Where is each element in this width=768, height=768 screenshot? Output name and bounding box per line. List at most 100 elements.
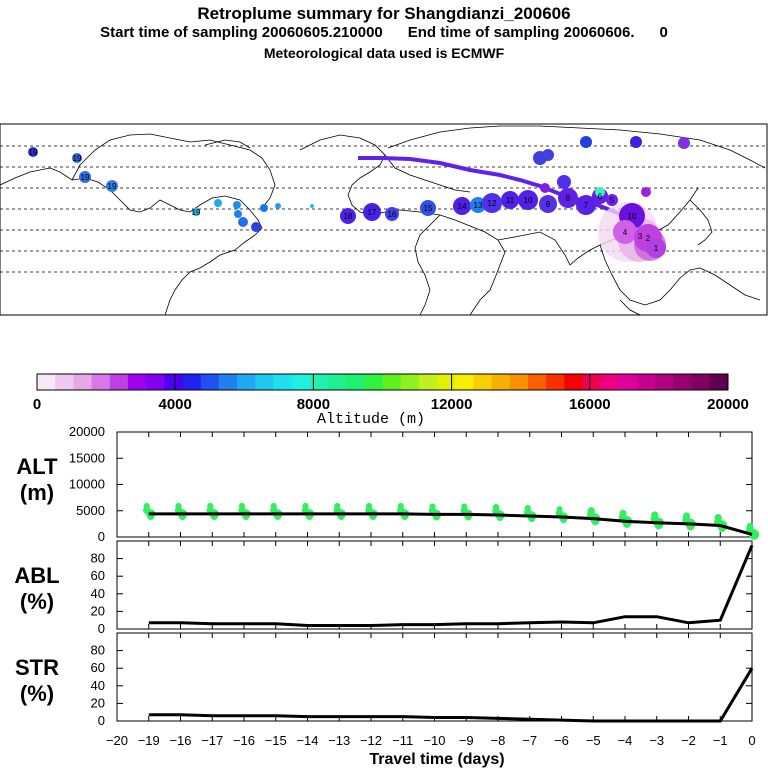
plume-marker [595,187,605,197]
colorbar-cell [709,374,729,390]
plume-day-label: 19 [29,148,38,157]
y-tick-label: 15000 [69,450,105,465]
colorbar-cell [600,374,620,390]
plume-day-label: 19 [192,208,201,217]
y-axis-label: (m) [20,480,54,505]
colorbar-tick-label: 12000 [431,396,473,413]
plume-marker [260,204,268,212]
x-tick-label: −7 [522,733,537,748]
colorbar-cell [164,374,183,390]
x-tick-label: −1 [713,733,728,748]
x-tick-label: −16 [169,733,191,748]
colorbar-cell [218,374,238,390]
altitude-point [365,502,373,510]
altitude-point [714,513,722,522]
plume-day-label: 10 [628,212,637,221]
altitude-point [143,502,150,510]
plume-day-label: 4 [623,228,628,237]
plume-marker [580,136,592,148]
colorbar-frame [36,373,729,391]
plume-marker [613,220,637,244]
altitude-point [524,505,531,512]
colorbar-cell [473,374,493,390]
x-tick-label: −2 [681,733,696,748]
y-tick-label: 80 [91,643,105,658]
x-tick-label: −10 [423,733,445,748]
y-axis-label: (%) [20,681,54,706]
colorbar-label: Altitude (m) [317,411,425,428]
colorbar-cell [182,374,202,390]
colorbar-cell [437,374,456,390]
plume-marker [420,200,436,216]
plume-marker [576,195,596,215]
y-tick-label: 20000 [69,424,105,439]
plume-day-label: 19 [73,154,82,163]
plume-day-label: 8 [566,194,571,203]
plume-day-label: 19 [81,173,90,182]
plume-marker [557,175,571,189]
colorbar-cell [455,374,474,390]
y-tick-label: 0 [98,621,105,636]
colorbar-cell [691,374,711,390]
alt-series-line [148,512,753,536]
colorbar-cell [655,374,674,390]
y-axis-label: ALT [16,454,58,479]
x-tick-label: −12 [360,733,382,748]
plume-day-label: 5 [610,196,615,205]
altitude-point [746,522,754,531]
plume-marker [501,191,519,209]
map-gridlines [0,145,767,273]
plume-marker [606,194,618,206]
altitude-point [619,509,627,517]
colorbar-cell [546,374,565,390]
abl-panel: 0 20 40 60 80 ABL(%) [14,540,754,636]
plume-day-label: 9 [546,200,551,209]
colorbar-cell [309,374,329,390]
plume-marker [72,153,82,163]
plume-day-label: 19 [108,182,117,191]
altitude-point [302,502,309,510]
plume-marker [275,203,281,209]
plume-marker [542,149,554,161]
plume-marker [238,217,248,227]
colorbar-cell [364,374,383,390]
y-tick-label: 20 [91,695,105,710]
y-axis-label: ABL [14,563,59,588]
plume-day-label: 10 [524,196,533,205]
chart-title: Retroplume summary for Shangdianzi_20060… [197,4,571,23]
colorbar-cell [109,374,129,390]
x-tick-label: −9 [459,733,474,748]
plume-day-label: 3 [638,232,643,241]
plume-marker [28,147,38,157]
colorbar-cell [146,374,165,390]
colorbar-cell [37,374,56,390]
plume-markers: 19 19 19 19 19 18 17 16 15 14 13 12 11 10 9 8 76 5 4 3 21 10 [28,136,690,262]
colorbar-cell [237,374,256,390]
panel-frame [116,632,753,722]
altitude-point [651,511,659,519]
x-axis-label: Travel time (days) [369,751,504,768]
plume-day-label: 15 [424,204,433,213]
trajectory-line [358,156,629,220]
colorbar-cell [400,374,420,390]
x-tick-label: −19 [138,733,160,748]
sampling-times: Start time of sampling 20060605.210000 E… [100,24,668,41]
trajectory-map: 19 19 19 19 19 18 17 16 15 14 13 12 11 10 9 8 76 5 4 3 21 10 [0,123,768,316]
plume-marker [340,208,356,224]
colorbar-tick-label: 0 [33,396,41,413]
y-tick-label: 10000 [69,477,105,492]
y-tick-label: 40 [91,678,105,693]
colorbar-cell [127,374,147,390]
colorbar-cell [255,374,274,390]
y-tick-label: 40 [91,586,105,601]
altitude-colorbar: 0 4000 8000 12000 16000 20000 Altitude (m) [33,373,749,428]
plume-day-label: 1 [654,244,659,253]
altitude-point [492,503,500,511]
plume-day-label: 7 [584,201,589,210]
altitude-point [461,503,468,510]
colorbar-cell [273,374,293,390]
plume-day-label: 2 [646,234,651,243]
colorbar-cell [91,374,111,390]
plume-marker [363,203,381,221]
